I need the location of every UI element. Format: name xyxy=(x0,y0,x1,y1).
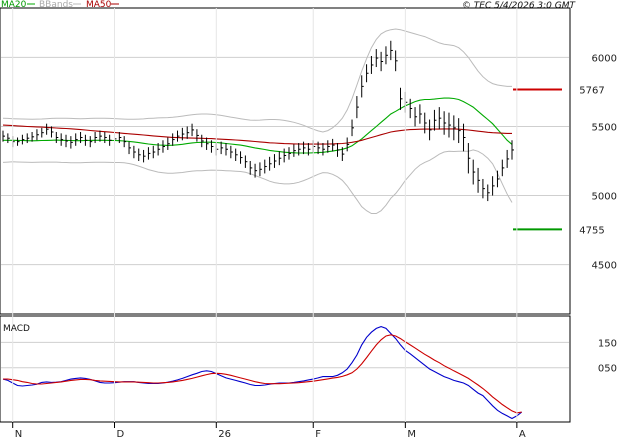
macd-panel-frame xyxy=(0,315,571,423)
macd-axis: 150 050 xyxy=(598,338,617,374)
x-tick-label: F xyxy=(315,429,321,440)
x-tick-label: 26 xyxy=(218,429,231,440)
macd-title: MACD xyxy=(3,324,30,334)
legend-bbands-label: BBands xyxy=(39,0,73,10)
moving-averages xyxy=(2,97,513,154)
price-tick-label: 6000 xyxy=(592,53,617,64)
macd-tick-label: 050 xyxy=(598,364,617,375)
x-tick-label: D xyxy=(116,429,124,440)
level-label: 5767 xyxy=(579,86,604,97)
signal-line xyxy=(3,334,522,414)
x-axis: N D 26 F M A xyxy=(12,8,526,440)
price-tick-label: 4500 xyxy=(592,261,617,272)
ma20-line xyxy=(3,97,513,154)
price-bars xyxy=(2,40,514,202)
bbands-upper-line xyxy=(2,28,512,133)
level-label: 4755 xyxy=(579,225,604,236)
chart-title: © TEC 5/4/2026 3:0 GMT xyxy=(462,1,577,11)
price-tick-label: 5000 xyxy=(592,192,617,203)
x-tick-label: A xyxy=(519,429,526,440)
bbands xyxy=(2,28,513,214)
x-tick-label: N xyxy=(15,429,22,440)
price-axis: 6000 5500 5000 4500 xyxy=(592,53,617,271)
macd-lines xyxy=(2,326,523,420)
price-tick-label: 5500 xyxy=(592,122,617,133)
ma50-line xyxy=(2,124,512,145)
price-panel-frame xyxy=(0,7,571,315)
legend-ma20-label: MA20 xyxy=(1,0,27,10)
price-grid xyxy=(1,56,569,266)
macd-tick-label: 150 xyxy=(598,338,617,349)
price-levels: 5767 4755 xyxy=(513,86,605,236)
macd-grid xyxy=(1,341,569,369)
legend-ma50-label: MA50 xyxy=(86,0,112,10)
legend: MA20 BBands MA50 xyxy=(1,0,119,10)
x-tick-label: M xyxy=(407,429,416,440)
bbands-lower-line xyxy=(2,149,513,214)
